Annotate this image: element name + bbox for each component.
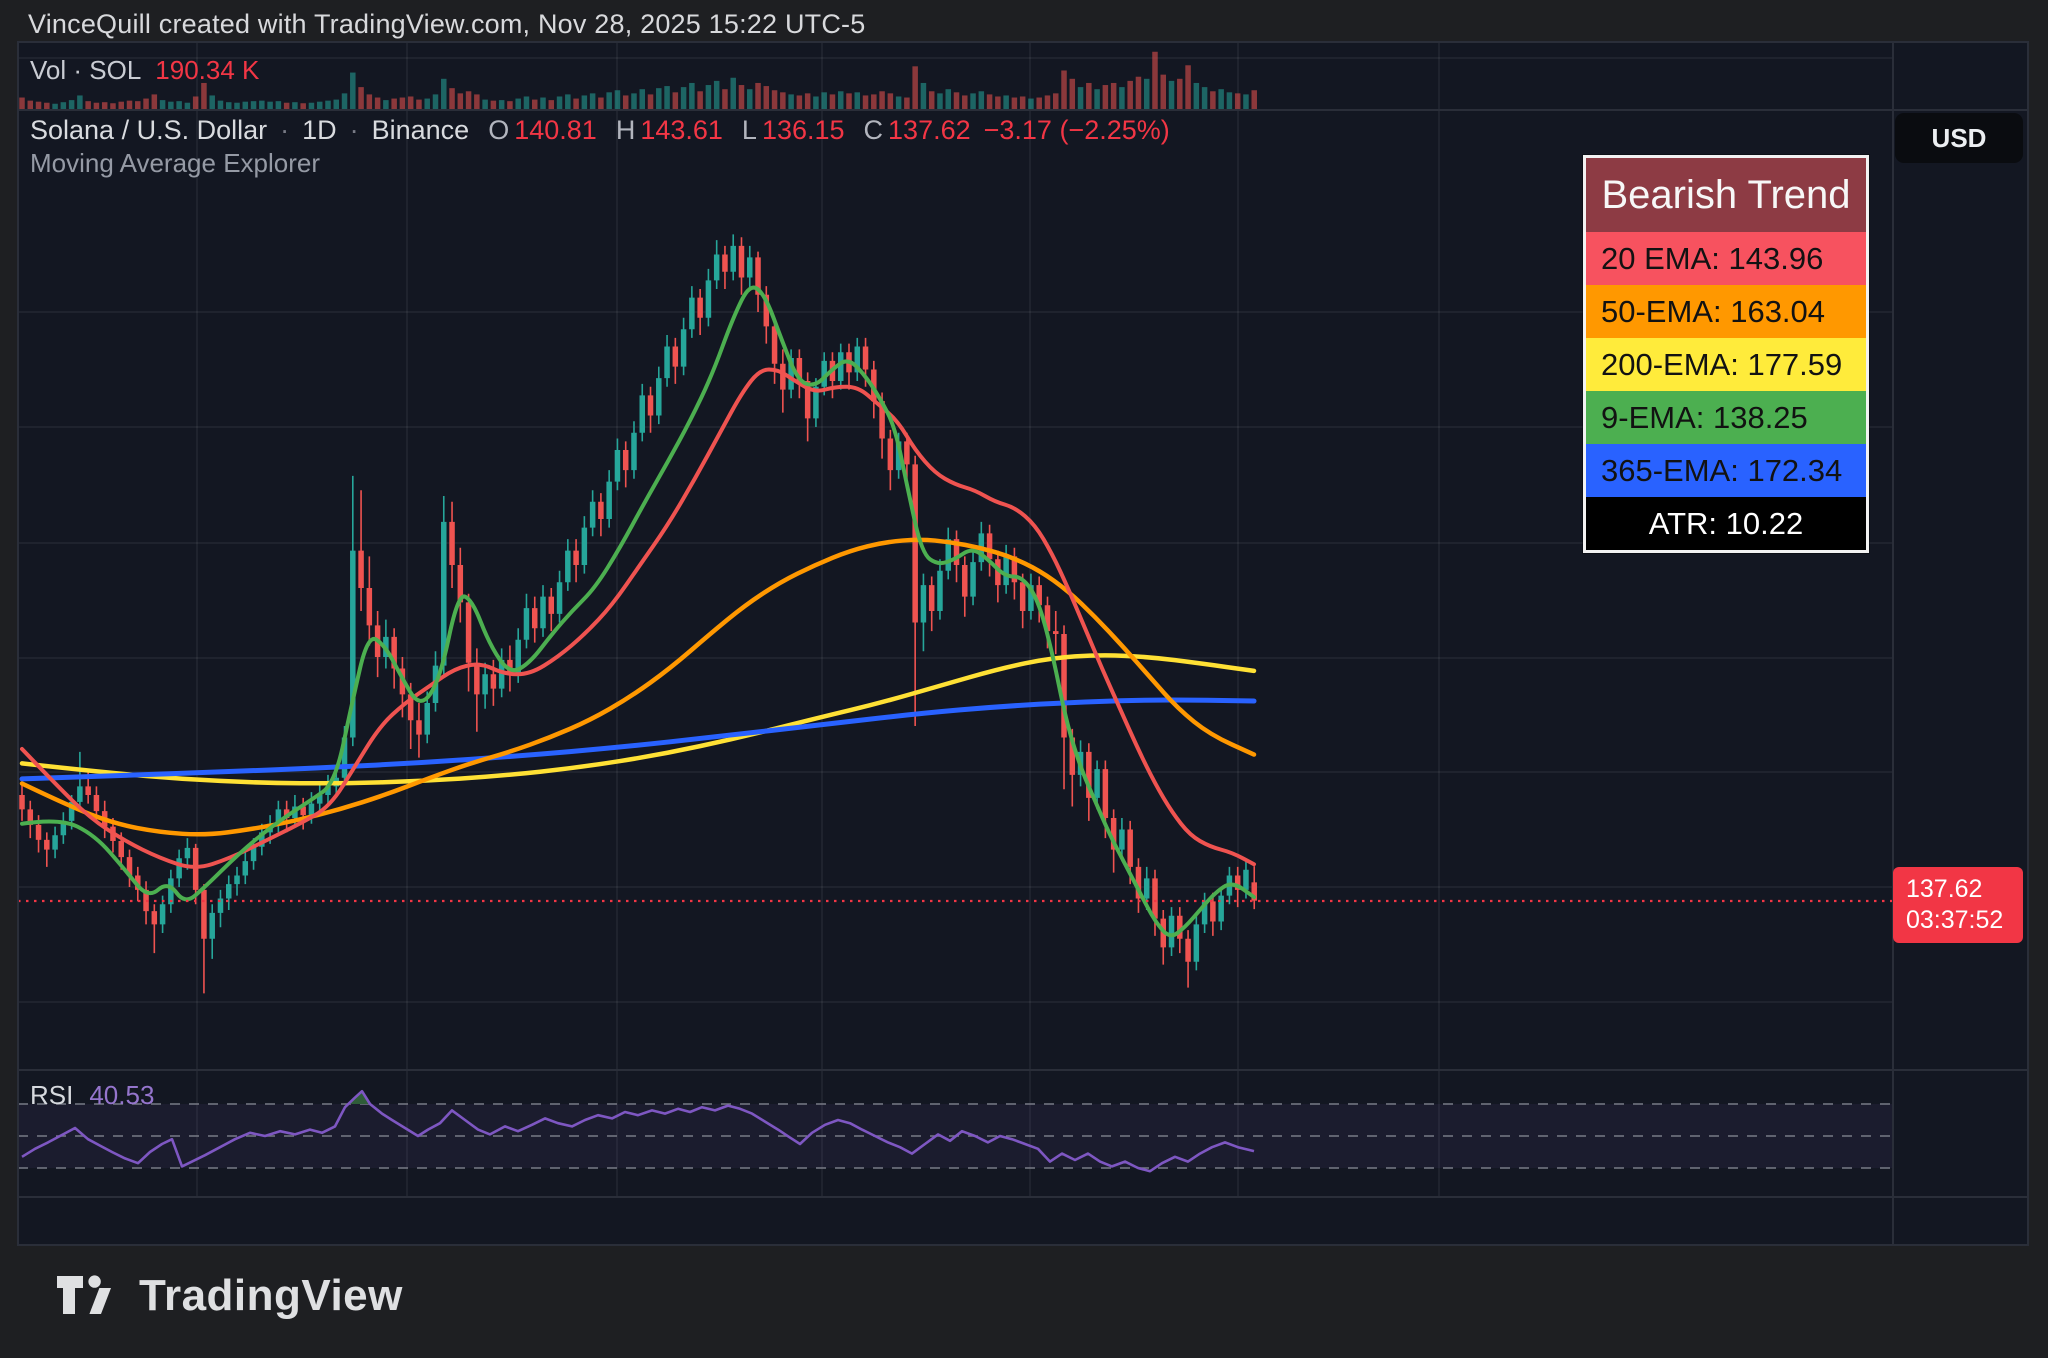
separator-dot: ·: [349, 115, 359, 145]
high-value: 143.61: [640, 115, 723, 145]
ema-line-200: [19, 653, 1257, 786]
volume-value: 190.34 K: [155, 55, 260, 85]
rsi-value: 40.53: [89, 1080, 155, 1110]
symbol-title-row: Solana / U.S. Dollar · 1D · Binance O 14…: [30, 115, 1170, 146]
trend-panel: Bearish Trend 20 EMA: 143.96 50-EMA: 163…: [1583, 155, 1869, 553]
watermark-header: VinceQuill created with TradingView.com,…: [28, 9, 866, 39]
rsi-line: [21, 1089, 1255, 1173]
exchange-label: Binance: [371, 115, 470, 145]
open-label: O: [488, 115, 510, 145]
indicator-title[interactable]: Moving Average Explorer: [30, 148, 321, 178]
low-label: L: [741, 115, 757, 145]
bar-countdown: 03:37:52: [1906, 906, 2004, 934]
trend-panel-row-ema20: 20 EMA: 143.96: [1586, 232, 1866, 285]
trend-panel-row-ema50: 50-EMA: 163.04: [1586, 285, 1866, 338]
tradingview-logo-icon: [57, 1275, 111, 1314]
rsi-label[interactable]: RSI: [30, 1080, 74, 1110]
ema-line-365: [19, 697, 1257, 782]
currency-usd-button[interactable]: USD: [1895, 113, 2023, 163]
trend-panel-row-ema200: 200-EMA: 177.59: [1586, 338, 1866, 391]
close-label: C: [863, 115, 884, 145]
ema-line-20: [20, 367, 1256, 869]
symbol-name[interactable]: Solana / U.S. Dollar: [30, 115, 268, 145]
last-price-value: 137.62: [1906, 875, 1983, 903]
open-value: 140.81: [514, 115, 597, 145]
trend-panel-row-ema9: 9-EMA: 138.25: [1586, 391, 1866, 444]
trend-panel-row-atr: ATR: 10.22: [1586, 497, 1866, 550]
high-label: H: [615, 115, 636, 145]
ema-line-9: [20, 285, 1256, 938]
low-value: 136.15: [761, 115, 845, 145]
tradingview-logo[interactable]: TradingView: [55, 1268, 403, 1324]
rsi-overbought-fill: [348, 1091, 370, 1104]
trend-panel-header: Bearish Trend: [1586, 158, 1866, 232]
volume-label: Vol · SOL: [30, 55, 142, 85]
trend-panel-row-ema365: 365-EMA: 172.34: [1586, 444, 1866, 497]
close-value: 137.62: [888, 115, 971, 145]
ema-line-50: [19, 537, 1257, 837]
volume-bars: [19, 51, 1257, 110]
separator-dot: ·: [280, 115, 290, 145]
last-price-tag: 137.62 03:37:52: [1893, 867, 2023, 943]
change-value: −3.17 (−2.25%): [983, 115, 1170, 145]
chart-frame: [17, 41, 2029, 1246]
tradingview-logo-text: TradingView: [139, 1271, 403, 1320]
interval-label[interactable]: 1D: [302, 115, 337, 145]
volume-indicator-legend: Vol · SOL 190.34 K: [30, 55, 259, 86]
rsi-indicator-legend: RSI 40.53: [30, 1080, 154, 1111]
